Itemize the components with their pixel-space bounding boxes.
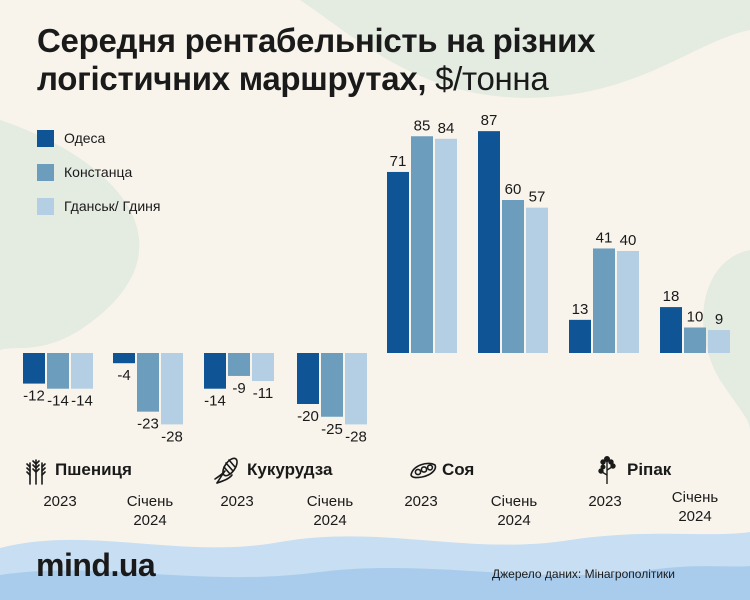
crop-label-soy: Соя <box>408 455 474 485</box>
bar-value-label: 41 <box>596 229 613 246</box>
period-label: 2023 <box>404 493 438 510</box>
legend-swatch-odesa <box>37 129 54 147</box>
wheat-icon <box>26 459 46 485</box>
bar-value-label: 9 <box>715 311 723 328</box>
bar <box>161 353 183 425</box>
legend-label-odesa: Одеса <box>64 130 106 146</box>
bar-value-label: -14 <box>204 393 226 410</box>
bar-value-label: 18 <box>663 288 680 305</box>
bar-value-label: 40 <box>620 232 637 249</box>
bar-value-label: -28 <box>345 428 367 445</box>
footer-wave-mid <box>0 566 750 600</box>
period-label: Січень 2024 <box>490 493 538 529</box>
chart-title-unit: $/тонна <box>435 60 549 97</box>
crop-name-wheat: Пшениця <box>55 460 132 479</box>
chart-title: Середня рентабельність на різних логісти… <box>37 22 727 98</box>
chart-legend: Одеса Констанца Гданськ/ Гдиня <box>37 128 160 230</box>
bar-value-label: -23 <box>137 416 159 433</box>
bar-value-label: 85 <box>414 117 431 134</box>
bar-value-label: 60 <box>505 181 522 198</box>
crop-label-wheat: Пшениця <box>21 455 132 485</box>
bar <box>435 138 457 353</box>
bar <box>617 251 639 353</box>
bar-value-label: -28 <box>161 428 183 445</box>
background-blob-top <box>300 0 750 98</box>
bar <box>321 353 343 417</box>
bar-value-label: -4 <box>117 367 130 384</box>
chart-title-text: Середня рентабельність на різних логісти… <box>37 22 596 97</box>
bar-value-label: -9 <box>232 380 245 397</box>
bar <box>502 200 524 353</box>
legend-item-gdansk: Гданськ/ Гдиня <box>37 196 160 216</box>
rapeseed-icon <box>598 456 616 484</box>
bar-value-label: 13 <box>572 301 589 318</box>
bar-value-label: -20 <box>297 408 319 425</box>
bar <box>526 207 548 353</box>
bar <box>684 327 706 353</box>
period-label: Січень 2024 <box>126 493 174 529</box>
crop-name-rapeseed: Ріпак <box>627 460 672 479</box>
bar-value-label: 57 <box>529 189 546 206</box>
bar <box>411 136 433 353</box>
bar <box>387 171 409 353</box>
bar-value-label: 10 <box>687 309 704 326</box>
soybean-icon <box>410 462 437 479</box>
bar <box>228 353 250 376</box>
bar <box>71 353 93 389</box>
brand-logo[interactable]: mind.ua <box>36 547 156 583</box>
bar <box>297 353 319 404</box>
bar <box>137 353 159 412</box>
bar-value-label: -25 <box>321 421 343 438</box>
bar <box>204 353 226 389</box>
bar-value-label: 84 <box>438 120 455 137</box>
period-label: Січень 2024 <box>306 493 354 529</box>
bar <box>252 353 274 382</box>
bar-value-label: 87 <box>481 112 498 129</box>
period-label: Січень 2024 <box>671 489 719 525</box>
legend-item-odesa: Одеса <box>37 128 160 148</box>
bar <box>113 353 135 364</box>
crop-name-corn: Кукурудза <box>247 460 333 479</box>
legend-label-gdansk: Гданськ/ Гдиня <box>64 198 161 214</box>
bar-value-label: -14 <box>71 393 93 410</box>
data-source: Джерело даних: Мінагрополітики <box>492 567 676 581</box>
bar <box>47 353 69 389</box>
crop-name-soy: Соя <box>442 460 475 479</box>
bar-value-label: -11 <box>253 385 274 402</box>
bar <box>593 248 615 353</box>
period-label: 2023 <box>220 493 254 510</box>
bar <box>345 353 367 425</box>
corn-icon <box>214 457 238 484</box>
bar <box>478 131 500 353</box>
bar <box>708 330 730 353</box>
legend-item-constanta: Констанца <box>37 162 160 182</box>
bar-value-label: 71 <box>390 153 407 170</box>
background-blob-left <box>0 120 140 350</box>
bar <box>569 319 591 353</box>
bar <box>23 353 45 384</box>
legend-swatch-gdansk <box>37 197 54 215</box>
bar-value-label: -14 <box>47 393 69 410</box>
bar-value-label: -12 <box>23 388 45 405</box>
bar <box>660 307 682 353</box>
legend-label-constanta: Констанца <box>64 164 133 180</box>
crop-label-rapeseed: Ріпак <box>593 455 671 485</box>
legend-swatch-constanta <box>37 163 54 181</box>
period-label: 2023 <box>588 493 622 510</box>
period-label: 2023 <box>43 493 77 510</box>
crop-label-corn: Кукурудза <box>213 455 332 485</box>
